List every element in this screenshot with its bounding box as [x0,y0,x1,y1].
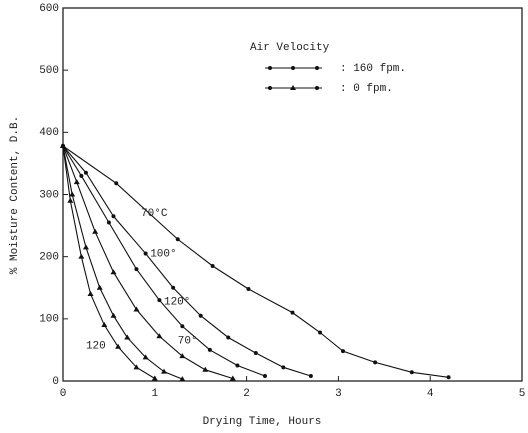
x-tick-label: 4 [427,388,434,400]
triangle-marker [142,354,149,360]
curve [62,145,156,379]
triangle-marker [110,312,117,318]
circle-marker [198,313,203,318]
circle-marker [207,347,212,352]
x-axis-label: Drying Time, Hours [203,416,322,428]
circle-marker [340,349,345,354]
curve-label: 120° [164,296,190,308]
circle-marker [111,214,116,219]
x-tick-label: 0 [60,388,67,400]
legend-label: : 0 fpm. [340,83,393,95]
triangle-marker [229,375,236,381]
y-tick-label: 200 [39,252,59,264]
legend-label: : 160 fpm. [340,63,406,75]
triangle-marker [179,376,186,382]
triangle-marker [78,253,85,259]
circle-marker [290,310,295,315]
triangle-marker [124,334,131,340]
circle-marker [83,170,88,175]
triangle-marker [101,322,108,328]
plot-frame [62,7,523,382]
x-tick-label: 3 [335,388,342,400]
circle-marker [157,298,162,303]
circle-marker [373,360,378,365]
x-tick-label: 2 [243,388,250,400]
triangle-marker [133,306,140,312]
circle-marker [246,286,251,291]
triangle-marker [60,143,66,149]
triangle-marker [67,197,74,203]
triangle-marker [87,290,94,296]
triangle-marker [290,85,296,90]
triangle-marker [96,284,103,290]
circle-marker [171,285,176,290]
curve-label: 70° [178,335,198,347]
triangle-marker [156,333,163,339]
triangle-marker [133,364,140,370]
curve [62,145,449,378]
curve-label: 70°C [141,208,168,220]
triangle-marker [82,244,89,250]
circle-marker [281,365,286,370]
circle-marker [253,351,258,356]
y-axis-label: % Moisture Content, D.B. [9,116,21,274]
triangle-marker [151,375,158,381]
circle-marker [315,86,319,90]
curve-label: 120 [86,340,106,352]
triangle-marker [110,269,117,275]
y-tick-label: 600 [39,3,59,15]
circle-marker [79,173,84,178]
circle-marker [175,237,180,242]
triangle-marker [115,343,122,349]
legend-title: Air Velocity [250,42,330,54]
triangle-marker [92,228,99,234]
circle-marker [210,263,215,268]
y-tick-label: 400 [39,127,59,139]
circle-marker [134,267,139,272]
circle-marker [315,66,319,70]
circle-marker [114,181,119,186]
triangle-marker [179,353,186,359]
y-tick-label: 500 [39,65,59,77]
curve [62,145,183,380]
circle-marker [106,220,111,225]
circle-marker [308,374,313,379]
triangle-marker [160,368,167,374]
circle-marker [180,324,185,329]
circle-marker [226,335,231,340]
y-tick-label: 300 [39,189,59,201]
circle-marker [318,330,323,335]
x-tick-label: 5 [519,388,526,400]
triangle-marker [69,191,76,197]
circle-marker [446,375,451,380]
curve-label: 100° [150,248,176,260]
triangle-marker [202,366,209,372]
circle-marker [268,66,272,70]
circle-marker [291,66,295,70]
x-tick-label: 1 [151,388,158,400]
y-tick-label: 100 [39,314,59,326]
circle-marker [143,251,148,256]
circle-marker [262,374,267,379]
circle-marker [235,363,240,368]
y-tick-label: 0 [52,376,59,388]
curve [62,145,312,377]
circle-marker [409,370,414,375]
triangle-marker [73,179,80,185]
circle-marker [268,86,272,90]
